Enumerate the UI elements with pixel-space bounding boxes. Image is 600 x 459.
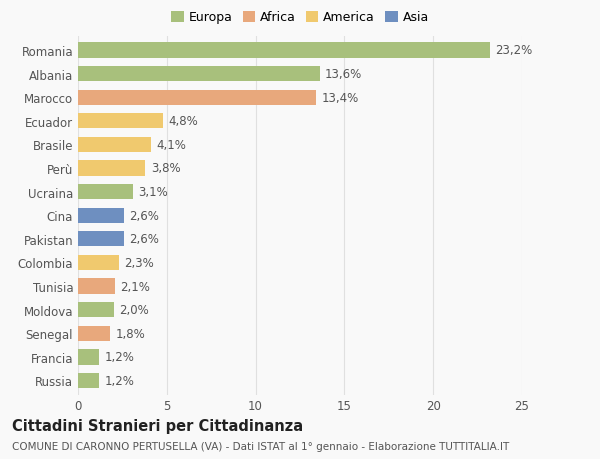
Bar (78, 373, 100, 388)
Text: 13,4%: 13,4% (322, 91, 359, 105)
Text: 2,1%: 2,1% (121, 280, 151, 293)
Bar (78, 279, 115, 294)
Text: 1,2%: 1,2% (104, 374, 134, 387)
Text: 2,0%: 2,0% (119, 303, 149, 316)
Bar (78, 185, 133, 200)
Text: 3,1%: 3,1% (139, 186, 168, 199)
Bar (78, 67, 320, 82)
Bar (78, 232, 124, 247)
Legend: Europa, Africa, America, Asia: Europa, Africa, America, Asia (169, 9, 431, 27)
Text: 1,8%: 1,8% (115, 327, 145, 340)
Bar (78, 114, 163, 129)
Bar (78, 255, 119, 270)
Text: 1,2%: 1,2% (104, 351, 134, 364)
Text: 13,6%: 13,6% (325, 68, 362, 81)
Bar (78, 326, 110, 341)
Text: COMUNE DI CARONNO PERTUSELLA (VA) - Dati ISTAT al 1° gennaio - Elaborazione TUTT: COMUNE DI CARONNO PERTUSELLA (VA) - Dati… (12, 441, 509, 451)
Bar (78, 90, 316, 106)
Bar (78, 302, 113, 318)
Text: 2,3%: 2,3% (124, 257, 154, 269)
Text: 23,2%: 23,2% (496, 45, 533, 57)
Text: 3,8%: 3,8% (151, 162, 181, 175)
Text: 2,6%: 2,6% (130, 233, 160, 246)
Text: 2,6%: 2,6% (130, 209, 160, 222)
Bar (78, 161, 145, 176)
Text: 4,8%: 4,8% (169, 115, 199, 128)
Bar (78, 43, 490, 58)
Bar (78, 137, 151, 153)
Bar (78, 349, 100, 365)
Text: Cittadini Stranieri per Cittadinanza: Cittadini Stranieri per Cittadinanza (12, 418, 303, 433)
Bar (78, 208, 124, 224)
Text: 4,1%: 4,1% (156, 139, 186, 151)
